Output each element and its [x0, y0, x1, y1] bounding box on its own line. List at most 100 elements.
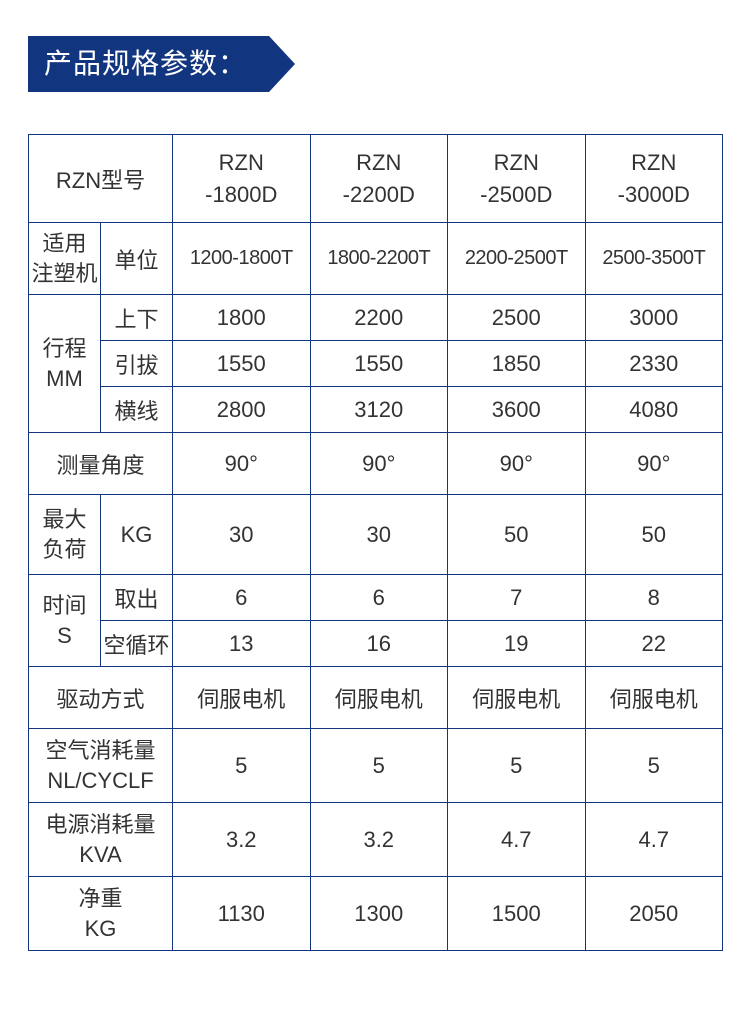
- header-model-1-line1: RZN: [356, 150, 401, 175]
- imm-label2: 单位: [101, 223, 173, 295]
- header-model-2: RZN -2500D: [448, 135, 586, 223]
- stroke-group-label-b: MM: [46, 366, 83, 391]
- load-label1-a: 最大: [42, 507, 86, 532]
- stroke-sub-2-value-0: 2800: [173, 387, 311, 433]
- row-power: 电源消耗量 KVA 3.2 3.2 4.7 4.7: [29, 803, 723, 877]
- air-label-a: 空气消耗量: [45, 738, 155, 763]
- weight-label-b: KG: [85, 916, 117, 941]
- drive-value-2: 伺服电机: [448, 667, 586, 729]
- stroke-sub-1-value-0: 1550: [173, 341, 311, 387]
- stroke-sub-2-label: 横线: [101, 387, 173, 433]
- time-sub-0-value-1: 6: [310, 575, 448, 621]
- weight-label-a: 净重: [78, 886, 122, 911]
- row-time-0: 时间 S 取出 6 6 7 8: [29, 575, 723, 621]
- load-value-0: 30: [173, 495, 311, 575]
- stroke-sub-2-value-1: 3120: [310, 387, 448, 433]
- power-value-0: 3.2: [173, 803, 311, 877]
- imm-value-3: 2500-3500T: [585, 223, 723, 295]
- stroke-sub-1-value-3: 2330: [585, 341, 723, 387]
- stroke-group-label-a: 行程: [42, 336, 86, 361]
- air-label-b: NL/CYCLF: [47, 768, 153, 793]
- row-stroke-1: 引拔 1550 1550 1850 2330: [29, 341, 723, 387]
- imm-label1-a: 适用: [42, 231, 86, 256]
- stroke-sub-0-label: 上下: [101, 295, 173, 341]
- time-sub-1-label: 空循环: [101, 621, 173, 667]
- drive-value-0: 伺服电机: [173, 667, 311, 729]
- row-imm: 适用 注塑机 单位 1200-1800T 1800-2200T 2200-250…: [29, 223, 723, 295]
- power-value-2: 4.7: [448, 803, 586, 877]
- time-sub-0-value-0: 6: [173, 575, 311, 621]
- load-value-3: 50: [585, 495, 723, 575]
- header-model-1-line2: -2200D: [343, 182, 415, 207]
- weight-value-3: 2050: [585, 877, 723, 951]
- stroke-sub-1-value-1: 1550: [310, 341, 448, 387]
- imm-label1: 适用 注塑机: [29, 223, 101, 295]
- row-stroke-2: 横线 2800 3120 3600 4080: [29, 387, 723, 433]
- angle-value-3: 90°: [585, 433, 723, 495]
- weight-value-1: 1300: [310, 877, 448, 951]
- row-time-1: 空循环 13 16 19 22: [29, 621, 723, 667]
- drive-label: 驱动方式: [29, 667, 173, 729]
- header-model-3: RZN -3000D: [585, 135, 723, 223]
- power-label-a: 电源消耗量: [45, 812, 155, 837]
- header-model-2-line2: -2500D: [480, 182, 552, 207]
- time-sub-1-value-1: 16: [310, 621, 448, 667]
- stroke-sub-1-label: 引拔: [101, 341, 173, 387]
- table-header-row: RZN型号 RZN -1800D RZN -2200D RZN -2500D R…: [29, 135, 723, 223]
- time-group-label-b: S: [57, 623, 72, 648]
- weight-value-0: 1130: [173, 877, 311, 951]
- time-sub-1-value-3: 22: [585, 621, 723, 667]
- header-model-3-line2: -3000D: [618, 182, 690, 207]
- power-label-b: KVA: [79, 842, 121, 867]
- drive-value-1: 伺服电机: [310, 667, 448, 729]
- section-title-wrap: 产品规格参数：: [0, 36, 750, 92]
- section-title: 产品规格参数：: [28, 36, 269, 92]
- page: 产品规格参数： RZN型号 RZN -1800D RZN -2200D RZN …: [0, 0, 750, 951]
- time-group-label-a: 时间: [42, 593, 86, 618]
- row-stroke-0: 行程 MM 上下 1800 2200 2500 3000: [29, 295, 723, 341]
- stroke-sub-1-value-2: 1850: [448, 341, 586, 387]
- imm-value-1: 1800-2200T: [310, 223, 448, 295]
- load-value-1: 30: [310, 495, 448, 575]
- title-arrow-icon: [269, 36, 295, 92]
- weight-label: 净重 KG: [29, 877, 173, 951]
- angle-value-1: 90°: [310, 433, 448, 495]
- stroke-sub-2-value-2: 3600: [448, 387, 586, 433]
- air-value-2: 5: [448, 729, 586, 803]
- row-air: 空气消耗量 NL/CYCLF 5 5 5 5: [29, 729, 723, 803]
- time-group-label: 时间 S: [29, 575, 101, 667]
- header-model-0-line1: RZN: [219, 150, 264, 175]
- time-sub-1-value-0: 13: [173, 621, 311, 667]
- angle-value-2: 90°: [448, 433, 586, 495]
- power-value-3: 4.7: [585, 803, 723, 877]
- time-sub-1-value-2: 19: [448, 621, 586, 667]
- angle-label: 测量角度: [29, 433, 173, 495]
- power-label: 电源消耗量 KVA: [29, 803, 173, 877]
- row-load: 最大 负荷 KG 30 30 50 50: [29, 495, 723, 575]
- imm-value-2: 2200-2500T: [448, 223, 586, 295]
- header-model-0-line2: -1800D: [205, 182, 277, 207]
- load-label1-b: 负荷: [42, 537, 86, 562]
- spec-table: RZN型号 RZN -1800D RZN -2200D RZN -2500D R…: [28, 134, 723, 951]
- power-value-1: 3.2: [310, 803, 448, 877]
- air-value-3: 5: [585, 729, 723, 803]
- header-label: RZN型号: [29, 135, 173, 223]
- stroke-group-label: 行程 MM: [29, 295, 101, 433]
- drive-value-3: 伺服电机: [585, 667, 723, 729]
- stroke-sub-0-value-1: 2200: [310, 295, 448, 341]
- load-label2: KG: [101, 495, 173, 575]
- header-model-2-line1: RZN: [494, 150, 539, 175]
- load-value-2: 50: [448, 495, 586, 575]
- header-model-1: RZN -2200D: [310, 135, 448, 223]
- air-value-1: 5: [310, 729, 448, 803]
- stroke-sub-0-value-3: 3000: [585, 295, 723, 341]
- header-model-0: RZN -1800D: [173, 135, 311, 223]
- stroke-sub-0-value-2: 2500: [448, 295, 586, 341]
- row-angle: 测量角度 90° 90° 90° 90°: [29, 433, 723, 495]
- air-value-0: 5: [173, 729, 311, 803]
- imm-value-0: 1200-1800T: [173, 223, 311, 295]
- time-sub-0-label: 取出: [101, 575, 173, 621]
- header-model-3-line1: RZN: [631, 150, 676, 175]
- row-weight: 净重 KG 1130 1300 1500 2050: [29, 877, 723, 951]
- time-sub-0-value-2: 7: [448, 575, 586, 621]
